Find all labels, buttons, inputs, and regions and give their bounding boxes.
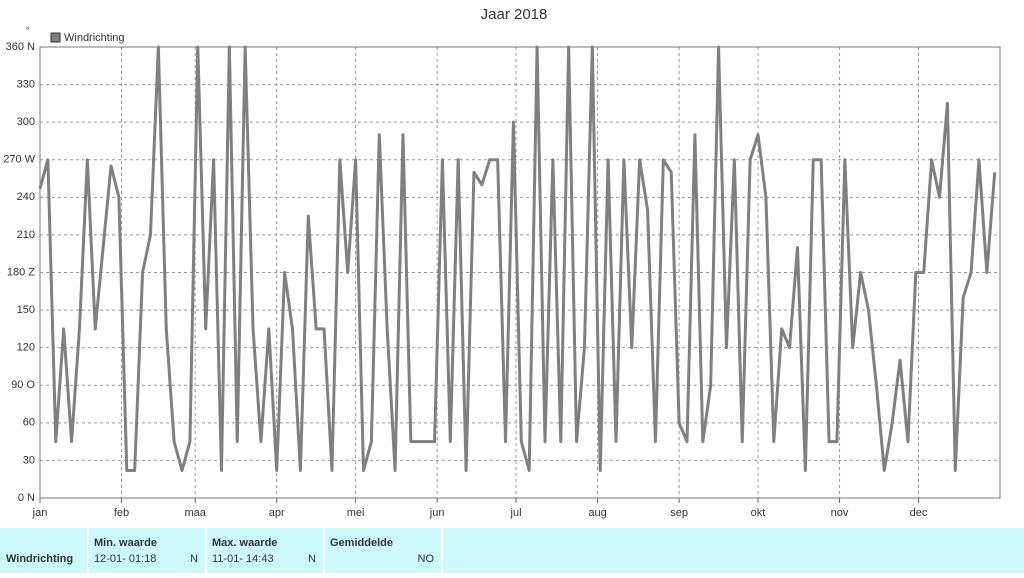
y-tick-label: 360 N: [6, 41, 35, 53]
table-cell: NO: [418, 553, 435, 565]
y-tick-label: 60: [23, 417, 35, 429]
y-tick-label: 180 Z: [7, 266, 35, 278]
x-tick-label: okt: [751, 507, 766, 519]
data-line: [38, 45, 997, 472]
table-cell: N: [308, 553, 316, 565]
y-tick-label: 120: [17, 342, 35, 354]
y-tick-label: 30: [23, 454, 35, 466]
table-cell: N: [190, 553, 198, 565]
x-tick-label: maa: [184, 507, 206, 519]
x-tick-label: sep: [670, 507, 688, 519]
table-cell: 12-01- 01:18: [94, 553, 156, 565]
table-header: Min. waarde: [94, 537, 157, 549]
y-tick-label: 210: [17, 229, 35, 241]
y-tick-label: 90 O: [11, 379, 35, 391]
x-tick-label: mei: [347, 507, 365, 519]
x-tick-label: dec: [910, 507, 928, 519]
legend-swatch: [50, 32, 61, 43]
y-tick-label: 300: [17, 116, 35, 128]
plot-frame: [39, 46, 1001, 499]
table-cell: 11-01- 14:43: [212, 553, 274, 565]
y-unit: °: [26, 25, 30, 35]
x-tick-label: jan: [32, 507, 48, 519]
table-lines: [87, 528, 443, 573]
x-tick-label: jun: [429, 507, 445, 519]
x-tick-label: feb: [114, 507, 129, 519]
row-label: Windrichting: [6, 553, 73, 565]
y-tick-label: 0 N: [18, 492, 35, 504]
table-bg: [0, 528, 1024, 573]
y-tick-label: 270 W: [3, 154, 35, 166]
x-tick-label: apr: [269, 507, 285, 519]
y-tick-label: 240: [17, 191, 35, 203]
table-header: Max. waarde: [212, 537, 277, 549]
chart-title: Jaar 2018: [481, 6, 548, 23]
x-tick-label: nov: [831, 507, 849, 519]
x-tick-label: jul: [510, 507, 522, 519]
y-tick-label: 330: [17, 78, 35, 90]
table-header: Gemiddelde: [330, 537, 393, 549]
y-tick-label: 150: [17, 304, 35, 316]
x-tick-label: aug: [588, 507, 606, 519]
legend-label: Windrichting: [64, 32, 125, 44]
